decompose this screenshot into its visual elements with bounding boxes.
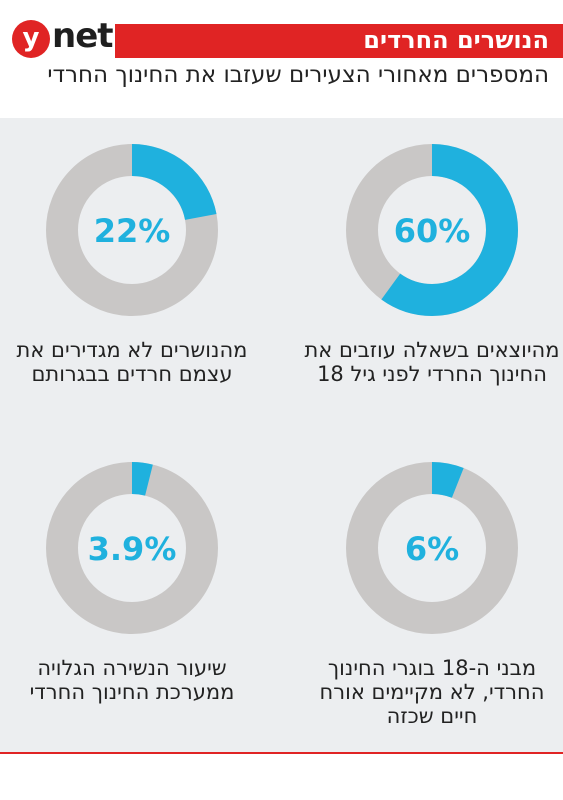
header: y net הנושרים החרדים המספרים מאחורי הצעי…: [0, 0, 563, 120]
donut-value-slice: [346, 144, 518, 316]
chart-caption-1: מהיוצאים בשאלה עוזבים את החינוך החרדי לפ…: [304, 338, 560, 386]
chart-cell-4: 3.9% שיעור הנשירה הגלויה ממערכת החינוך ה…: [2, 458, 262, 704]
donut-value-slice: [46, 462, 218, 634]
donut-value-label: 3.9%: [88, 530, 177, 568]
banner-title: הנושרים החרדים: [363, 26, 549, 54]
chart-cell-1: 60% מהיוצאים בשאלה עוזבים את החינוך החרד…: [302, 140, 562, 386]
donut-value-slice: [46, 144, 218, 316]
banner: הנושרים החרדים: [115, 24, 563, 58]
donut-chart-1: 60%: [346, 144, 518, 316]
chart-cell-3: 6% מבני ה-18 בוגרי החינוך החרדי, לא מקיי…: [302, 458, 562, 728]
bottom-rule: [0, 752, 563, 754]
ynet-logo-text: net: [52, 16, 114, 56]
donut-chart-2: 22%: [46, 144, 218, 316]
donut-value-label: 60%: [394, 212, 471, 250]
chart-caption-4: שיעור הנשירה הגלויה ממערכת החינוך החרדי: [29, 656, 235, 704]
donut-chart-3: 6%: [346, 462, 518, 634]
page-subtitle: המספרים מאחורי הצעירים שעזבו את החינוך ה…: [47, 62, 549, 88]
chart-caption-3: מבני ה-18 בוגרי החינוך החרדי, לא מקיימים…: [319, 656, 545, 728]
donut-value-label: 22%: [94, 212, 171, 250]
donut-chart-4: 3.9%: [46, 462, 218, 634]
chart-cell-2: 22% מהנושרים לא מגדירים את עצמם חרדים בב…: [2, 140, 262, 386]
donut-value-label: 6%: [405, 530, 459, 568]
charts-panel: [0, 118, 563, 752]
ynet-logo-mark: y: [12, 20, 50, 58]
donut-value-slice: [346, 462, 518, 634]
chart-caption-2: מהנושרים לא מגדירים את עצמם חרדים בבגרות…: [16, 338, 248, 386]
